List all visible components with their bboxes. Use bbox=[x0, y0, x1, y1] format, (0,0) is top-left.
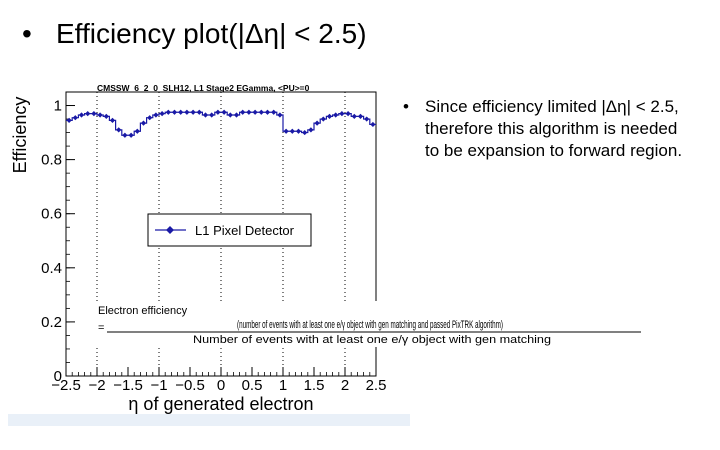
data-point bbox=[103, 113, 109, 119]
axis-ticks bbox=[65, 105, 377, 377]
data-point bbox=[277, 112, 283, 118]
y-tick-label: 1 bbox=[54, 98, 62, 115]
data-point bbox=[370, 121, 376, 128]
y-tick-label: 0.2 bbox=[41, 314, 62, 331]
data-point bbox=[308, 127, 314, 133]
data-point bbox=[314, 120, 320, 126]
x-axis-title: η of generated electron bbox=[128, 394, 313, 414]
y-axis-title: Efficiency bbox=[10, 97, 30, 174]
data-point bbox=[159, 111, 165, 117]
data-point bbox=[165, 109, 171, 115]
data-point bbox=[190, 109, 196, 115]
x-tick-label: 0.5 bbox=[242, 377, 263, 394]
data-point bbox=[364, 116, 370, 122]
x-tick-label: −1 bbox=[150, 377, 167, 394]
note-bullet: • bbox=[403, 97, 409, 116]
legend-label: L1 Pixel Detector bbox=[195, 223, 295, 238]
series-layer bbox=[66, 109, 376, 138]
x-tick-label: −1.5 bbox=[113, 377, 143, 394]
data-point bbox=[109, 117, 116, 123]
data-point bbox=[240, 109, 246, 115]
x-tick-label: 1.5 bbox=[304, 377, 325, 394]
title-bullet: • bbox=[22, 18, 32, 49]
x-tick-label: −2 bbox=[88, 377, 105, 394]
data-point bbox=[134, 128, 140, 134]
data-point bbox=[227, 112, 233, 118]
data-point bbox=[271, 109, 277, 115]
data-point bbox=[91, 111, 97, 117]
data-point bbox=[116, 127, 122, 133]
data-point bbox=[85, 111, 91, 117]
x-tick-label: −2.5 bbox=[51, 377, 81, 394]
data-point bbox=[122, 132, 128, 138]
data-point bbox=[78, 112, 85, 118]
data-point bbox=[209, 112, 215, 118]
formula-numerator: (number of events with at least one e/γ … bbox=[237, 319, 503, 331]
formula-equals: = bbox=[98, 322, 104, 334]
data-point bbox=[147, 115, 153, 121]
chart-header: CMSSW_6_2_0_SLH12, L1 Stage2 EGamma, <PU… bbox=[97, 83, 310, 93]
data-point bbox=[66, 117, 72, 123]
data-point bbox=[196, 109, 202, 115]
data-point bbox=[178, 109, 184, 115]
data-point bbox=[333, 112, 339, 118]
formula-label: Electron efficiency bbox=[98, 305, 188, 317]
data-point bbox=[252, 109, 258, 115]
data-point bbox=[246, 109, 252, 115]
data-point bbox=[357, 113, 364, 119]
slide-title: • Efficiency plot(|Δη| < 2.5) bbox=[22, 16, 367, 52]
x-tick-label: 2.5 bbox=[366, 377, 387, 394]
data-point bbox=[184, 109, 190, 115]
note-text: Since efficiency limited |Δη| < 2.5, the… bbox=[425, 97, 683, 160]
data-point bbox=[215, 109, 221, 115]
data-point bbox=[320, 116, 326, 122]
formula-denominator: Number of events with at least one e/γ o… bbox=[193, 334, 551, 346]
data-point bbox=[326, 113, 333, 119]
data-point bbox=[202, 112, 209, 118]
data-point bbox=[351, 113, 357, 119]
data-point bbox=[345, 111, 351, 117]
y-tick-label: 0.6 bbox=[41, 206, 62, 223]
x-tick-label: 2 bbox=[341, 377, 349, 394]
data-point bbox=[283, 128, 289, 134]
data-point bbox=[295, 128, 302, 134]
data-point bbox=[302, 129, 308, 136]
data-point bbox=[264, 109, 271, 115]
data-point bbox=[233, 112, 240, 118]
x-tick-label: 0 bbox=[217, 377, 225, 394]
data-point bbox=[221, 109, 227, 115]
x-tick-label: 1 bbox=[279, 377, 287, 394]
bottom-strip bbox=[8, 414, 410, 426]
x-tick-label: −0.5 bbox=[175, 377, 205, 394]
y-tick-label: 0.8 bbox=[41, 152, 62, 169]
data-point bbox=[97, 112, 103, 118]
data-point bbox=[171, 109, 178, 115]
data-point bbox=[140, 120, 147, 126]
data-point bbox=[128, 132, 134, 138]
data-point bbox=[339, 111, 345, 117]
data-point bbox=[72, 115, 78, 121]
y-tick-label: 0 bbox=[54, 368, 62, 385]
data-point bbox=[258, 109, 264, 115]
data-point bbox=[289, 128, 295, 134]
y-tick-label: 0.4 bbox=[41, 260, 62, 277]
tick-labels: −2.5 −2 −1.5 −1 −0.5 0 0.5 1 1.5 2 2.5 0 0.2 0.4 0.6 0.… bbox=[41, 98, 386, 394]
formula-box bbox=[96, 301, 378, 347]
legend-marker bbox=[166, 226, 174, 234]
title-text: Efficiency plot(|Δη| < 2.5) bbox=[56, 18, 367, 49]
data-point bbox=[153, 112, 159, 118]
